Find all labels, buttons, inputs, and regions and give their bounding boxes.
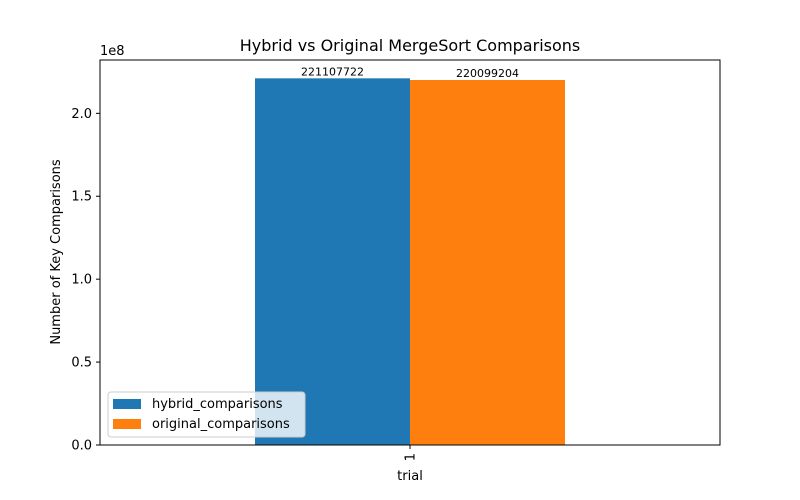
legend-box [107,391,306,438]
y-tick-label: 2.0 [71,107,92,122]
chart-title: Hybrid vs Original MergeSort Comparisons [240,36,580,55]
y-ticks-group: 0.0 0.5 1.0 1.5 2.0 [71,107,100,454]
bar-value-label: 221107722 [301,65,364,78]
bars-group [255,78,565,445]
y-tick-label: 1.5 [71,190,92,205]
y-axis-offset-label: 1e8 [100,44,125,59]
legend-swatch [113,399,141,409]
legend-swatch [113,419,141,429]
x-ticks-group: 1 [404,445,419,461]
y-tick-label: 0.0 [71,439,92,454]
y-axis-label: Number of Key Comparisons [49,159,64,345]
bar-original-comparisons [410,80,565,445]
x-axis-label: trial [397,469,423,484]
legend-label: hybrid_comparisons [152,397,283,412]
bar-hybrid-comparisons [255,78,410,445]
bar-labels-group: 221107722 220099204 [301,65,519,80]
bar-value-label: 220099204 [456,67,519,80]
y-tick-label: 1.0 [71,273,92,288]
legend: hybrid_comparisons original_comparisons [107,391,306,438]
y-tick-label: 0.5 [71,356,92,371]
x-tick-label: 1 [404,453,419,461]
legend-label: original_comparisons [152,417,290,432]
plot-frame [99,59,721,446]
